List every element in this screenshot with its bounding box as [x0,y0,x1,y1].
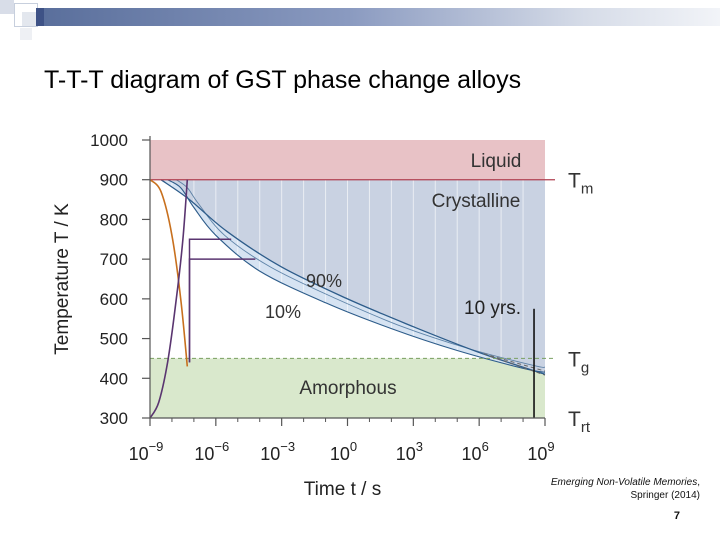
region-label-amorphous: Amorphous [299,378,396,399]
series-label-10pct: 10% [265,302,301,322]
y-tick-label: 300 [100,409,128,428]
page-number: 7 [673,510,680,522]
title-bar [44,8,720,26]
tm-label: Tm [568,170,593,198]
ten-years-label: 10 yrs. [464,298,521,319]
x-tick-label: 10−9 [129,439,164,464]
y-tick-label: 1000 [90,131,128,150]
x-axis-label: Time t / s [304,479,381,500]
y-tick-label: 800 [100,210,128,229]
y-axis-label: Temperature T / K [52,203,73,355]
decor-square-4 [20,28,32,40]
series-label-90pct: 90% [306,271,342,291]
x-tick-label: 109 [527,439,554,464]
citation: Emerging Non-Volatile Memories, Springer… [520,476,700,502]
title-bar-edge [36,8,44,26]
curve-90pct [160,179,546,375]
curve-10pct-extension [483,353,546,372]
trt-label: Trt [568,408,591,436]
region-amorphous [150,358,545,418]
curve-90pct-extension [489,355,546,376]
x-tick-label: 10−3 [260,439,295,464]
y-tick-label: 700 [100,250,128,269]
decor-square-3 [22,12,36,26]
decor-square-1 [0,0,14,14]
y-tick-label: 600 [100,290,128,309]
x-tick-label: 100 [330,439,357,464]
region-label-crystalline: Crystalline [432,191,521,212]
citation-rest: , Springer (2014) [630,477,700,501]
region-label-liquid: Liquid [471,151,522,172]
y-tick-label: 900 [100,171,128,190]
region-liquid [150,140,545,180]
page-title: T-T-T diagram of GST phase change alloys [44,66,522,94]
anneal-700K [188,258,256,363]
x-tick-label: 10−6 [194,439,229,464]
citation-title: Emerging Non-Volatile Memories [550,477,698,488]
curve-10pct [167,179,546,373]
y-tick-label: 500 [100,330,128,349]
x-tick-label: 103 [396,439,423,464]
tg-label: Tg [568,348,589,376]
x-tick-label: 106 [462,439,489,464]
y-tick-label: 400 [100,369,128,388]
slow-cool-curve [149,179,189,419]
fast-quench-curve [149,179,189,367]
crystalline-fill [161,179,545,375]
